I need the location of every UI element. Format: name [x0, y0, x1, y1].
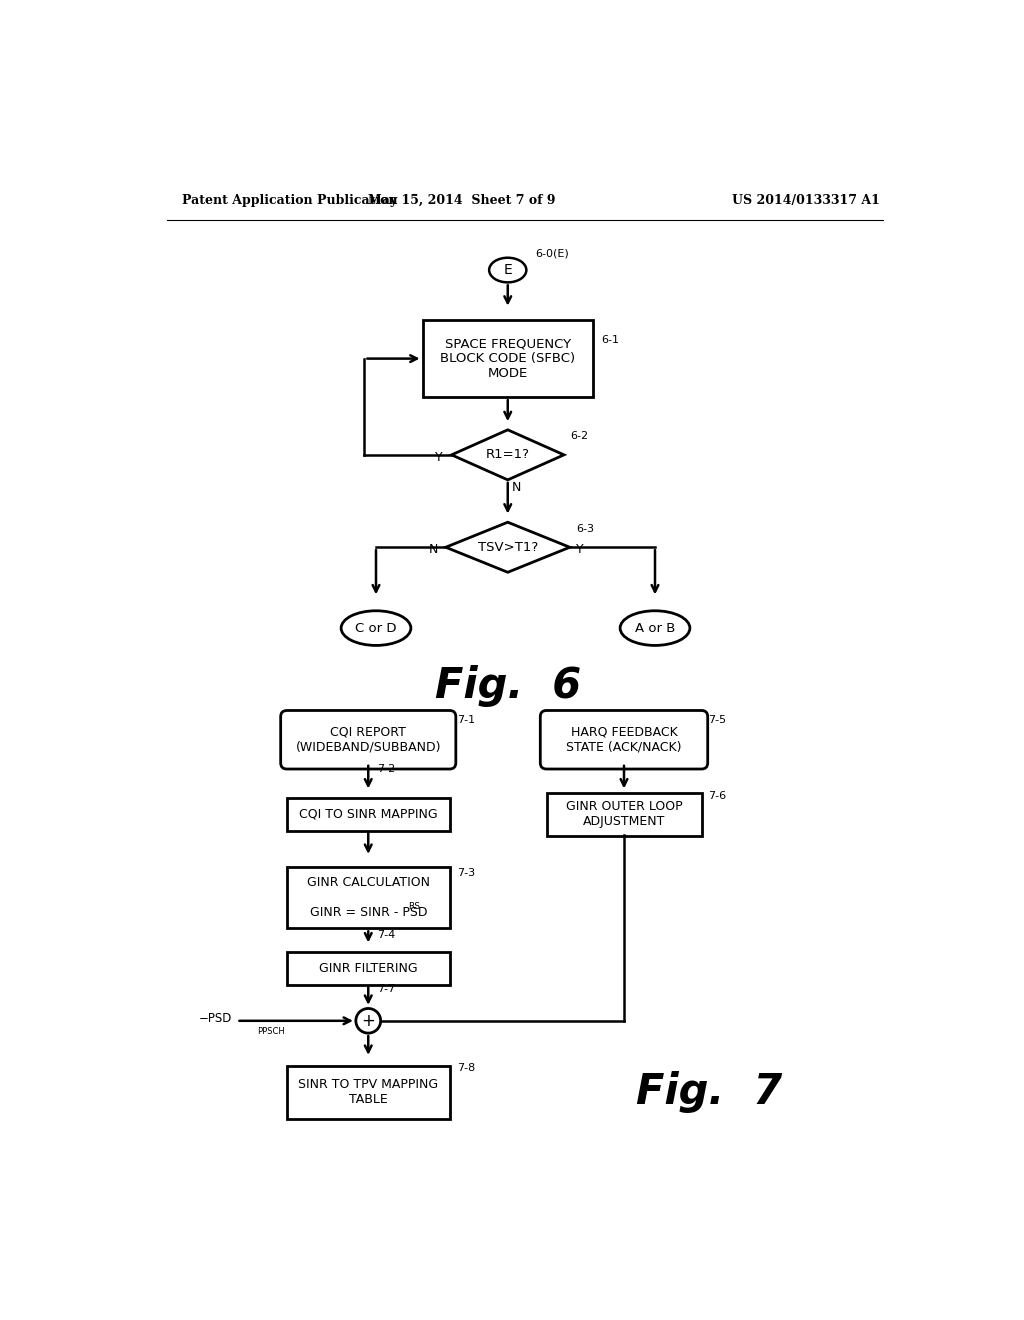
FancyBboxPatch shape	[547, 793, 701, 836]
Text: May 15, 2014  Sheet 7 of 9: May 15, 2014 Sheet 7 of 9	[368, 194, 555, 207]
Text: TSV>T1?: TSV>T1?	[477, 541, 538, 554]
Text: 6-3: 6-3	[575, 524, 594, 533]
Text: Y: Y	[434, 451, 442, 465]
FancyBboxPatch shape	[287, 1067, 450, 1118]
Text: 7-4: 7-4	[378, 929, 396, 940]
Circle shape	[356, 1008, 381, 1034]
Polygon shape	[452, 430, 564, 480]
Text: Fig.  7: Fig. 7	[636, 1072, 782, 1113]
Text: +: +	[361, 1012, 375, 1030]
Text: 7-8: 7-8	[458, 1063, 475, 1073]
Text: GINR FILTERING: GINR FILTERING	[318, 962, 418, 975]
Text: 6-0(E): 6-0(E)	[536, 248, 569, 259]
FancyBboxPatch shape	[423, 321, 593, 397]
Text: E: E	[504, 263, 512, 277]
FancyBboxPatch shape	[541, 710, 708, 770]
Text: US 2014/0133317 A1: US 2014/0133317 A1	[732, 194, 880, 207]
Text: 6-1: 6-1	[601, 335, 618, 346]
Text: RS: RS	[409, 903, 421, 911]
Text: SPACE FREQUENCY
BLOCK CODE (SFBC)
MODE: SPACE FREQUENCY BLOCK CODE (SFBC) MODE	[440, 337, 575, 380]
Text: HARQ FEEDBACK
STATE (ACK/NACK): HARQ FEEDBACK STATE (ACK/NACK)	[566, 726, 682, 754]
Text: 7-7: 7-7	[378, 983, 396, 994]
Text: CQI TO SINR MAPPING: CQI TO SINR MAPPING	[299, 808, 437, 821]
Text: C or D: C or D	[355, 622, 396, 635]
Text: 6-2: 6-2	[570, 432, 588, 441]
Ellipse shape	[489, 257, 526, 282]
Text: N: N	[512, 482, 521, 495]
Text: 7-5: 7-5	[708, 715, 726, 725]
FancyBboxPatch shape	[287, 952, 450, 985]
Text: Fig.  6: Fig. 6	[434, 665, 581, 706]
FancyBboxPatch shape	[287, 867, 450, 928]
Text: CQI REPORT
(WIDEBAND/SUBBAND): CQI REPORT (WIDEBAND/SUBBAND)	[296, 726, 441, 754]
Text: A or B: A or B	[635, 622, 675, 635]
Ellipse shape	[341, 611, 411, 645]
Text: GINR OUTER LOOP
ADJUSTMENT: GINR OUTER LOOP ADJUSTMENT	[565, 800, 682, 829]
Text: Y: Y	[575, 544, 584, 557]
Text: 7-3: 7-3	[458, 869, 475, 878]
Polygon shape	[445, 523, 569, 573]
Ellipse shape	[621, 611, 690, 645]
Text: GINR CALCULATION

GINR = SINR - PSD: GINR CALCULATION GINR = SINR - PSD	[307, 876, 430, 919]
Text: SINR TO TPV MAPPING
TABLE: SINR TO TPV MAPPING TABLE	[298, 1078, 438, 1106]
FancyBboxPatch shape	[287, 799, 450, 830]
Text: N: N	[429, 544, 438, 557]
Text: PPSCH: PPSCH	[257, 1027, 285, 1036]
Text: 7-6: 7-6	[708, 791, 726, 801]
Text: 7-1: 7-1	[458, 715, 475, 725]
Text: Patent Application Publication: Patent Application Publication	[182, 194, 397, 207]
Text: 7-2: 7-2	[378, 764, 396, 774]
Text: R1=1?: R1=1?	[485, 449, 529, 462]
FancyBboxPatch shape	[281, 710, 456, 770]
Text: −PSD: −PSD	[200, 1012, 232, 1026]
